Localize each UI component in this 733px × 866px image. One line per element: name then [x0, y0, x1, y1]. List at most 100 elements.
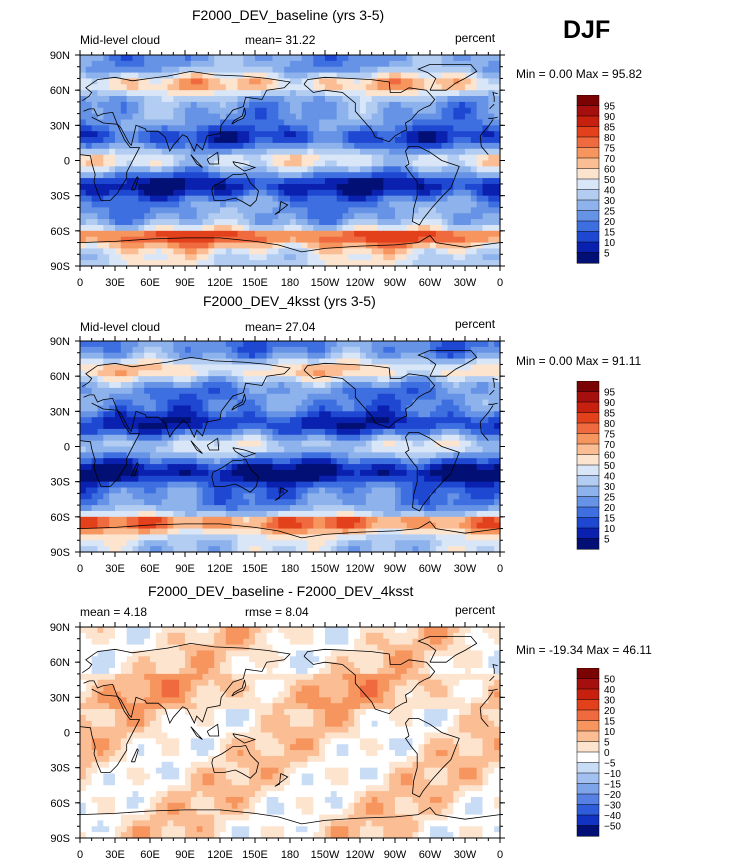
field-cell: [103, 458, 110, 465]
field-cell: [412, 434, 419, 442]
field-cell: [167, 411, 174, 418]
field-cell: [126, 154, 134, 162]
field-cell: [470, 428, 478, 436]
field-cell: [144, 393, 151, 401]
field-cell: [377, 405, 384, 412]
field-cell: [126, 189, 134, 197]
field-cell: [85, 183, 93, 191]
field-cell: [120, 452, 128, 459]
field-cell: [284, 341, 291, 348]
field-cell: [272, 160, 279, 167]
field-cell: [249, 254, 256, 261]
field-cell: [190, 137, 198, 144]
field-cell: [377, 66, 384, 74]
field-cell: [348, 352, 355, 360]
field-cell: [150, 493, 157, 500]
field-cell: [319, 399, 326, 407]
field-cell: [406, 125, 414, 132]
field-cell: [482, 499, 489, 506]
field-cell: [220, 458, 227, 465]
field-cell: [488, 55, 495, 62]
field-cell: [418, 364, 425, 371]
field-cell: [255, 469, 262, 477]
field-cell: [389, 452, 396, 459]
field-cell: [290, 458, 297, 465]
field-cell: [465, 405, 472, 412]
field-cell: [272, 440, 279, 448]
field-cell: [307, 399, 314, 407]
field-cell: [109, 66, 116, 74]
field-cell: [412, 213, 419, 220]
field-cell: [330, 148, 338, 156]
field-cell: [406, 119, 414, 126]
field-cell: [377, 195, 384, 203]
field-cell: [225, 493, 233, 500]
field-cell: [214, 213, 221, 220]
field-cell: [295, 55, 303, 62]
field-cell: [389, 131, 396, 138]
field-cell: [225, 475, 233, 483]
field-cell: [360, 219, 367, 226]
field-cell: [144, 254, 151, 261]
field-cell: [348, 242, 355, 250]
field-cell: [132, 131, 139, 138]
field-cell: [249, 434, 256, 442]
field-cell: [494, 55, 501, 62]
field-cell: [208, 364, 215, 371]
field-cell: [348, 481, 355, 489]
field-cell: [278, 417, 285, 424]
field-cell: [150, 387, 157, 395]
field-cell: [220, 148, 227, 156]
field-cell: [284, 224, 291, 232]
field-cell: [395, 166, 402, 173]
field-cell: [260, 417, 268, 424]
field-cell: [412, 119, 419, 126]
field-cell: [441, 481, 449, 489]
field-cell: [249, 137, 256, 144]
field-cell: [231, 90, 239, 97]
field-cell: [272, 446, 279, 453]
field-cell: [249, 78, 256, 85]
field-cell: [278, 387, 285, 395]
field-cell: [284, 183, 291, 191]
field-cell: [325, 423, 332, 430]
field-cell: [476, 376, 484, 383]
field-cell: [126, 66, 134, 74]
field-cell: [342, 84, 349, 91]
field-cell: [249, 201, 256, 208]
field-cell: [167, 493, 174, 500]
field-cell: [85, 352, 93, 360]
field-cell: [342, 352, 349, 360]
field-cell: [249, 183, 256, 191]
field-cell: [307, 346, 314, 354]
colorbar-label: 20: [604, 217, 616, 228]
field-cell: [115, 183, 122, 191]
field-cell: [120, 242, 128, 250]
field-cell: [424, 125, 431, 132]
field-cell: [430, 393, 437, 401]
field-cell: [325, 230, 332, 238]
units-label: percent: [455, 31, 496, 45]
field-cell: [173, 452, 180, 459]
field-cell: [447, 137, 454, 144]
field-cell: [360, 382, 367, 389]
field-cell: [80, 195, 87, 203]
field-cell: [313, 382, 320, 389]
field-cell: [453, 90, 460, 97]
field-cell: [354, 440, 361, 448]
field-cell: [255, 423, 262, 430]
field-cell: [290, 160, 297, 167]
field-cell: [278, 370, 285, 377]
field-cell: [354, 475, 361, 483]
field-cell: [115, 137, 122, 144]
field-cell: [447, 417, 454, 424]
field-cell: [167, 66, 174, 74]
field-cell: [330, 207, 338, 214]
field-cell: [190, 260, 198, 267]
field-cell: [418, 125, 425, 132]
field-cell: [103, 510, 110, 518]
field-cell: [325, 260, 332, 267]
field-cell: [313, 125, 320, 132]
field-cell: [400, 154, 408, 162]
field-cell: [255, 219, 262, 226]
